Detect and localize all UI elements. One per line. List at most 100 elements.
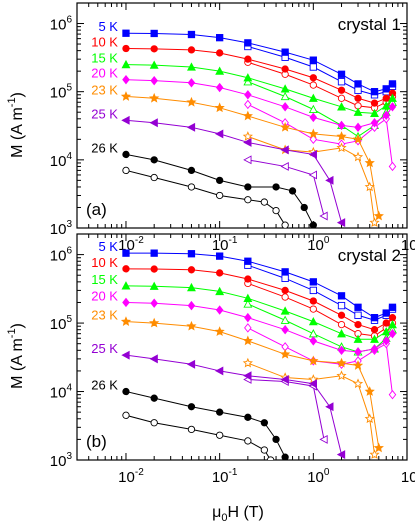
data-point-open xyxy=(308,104,318,114)
data-point-filled xyxy=(242,110,253,121)
data-point-open xyxy=(354,311,362,319)
data-point-filled xyxy=(243,293,253,302)
data-point-filled xyxy=(272,435,280,444)
data-point-filled xyxy=(149,354,158,364)
data-point-open xyxy=(187,425,196,434)
data-point-filled xyxy=(149,317,160,328)
data-point-open xyxy=(308,329,318,338)
data-point-filled xyxy=(337,345,346,356)
data-point-open xyxy=(280,91,290,101)
data-point-filled xyxy=(308,355,319,366)
data-point-open xyxy=(281,293,289,301)
data-point-filled xyxy=(187,62,196,71)
data-point-filled xyxy=(337,102,346,111)
data-point-filled xyxy=(382,336,390,346)
data-point-open xyxy=(319,434,328,444)
series-line-filled xyxy=(125,321,380,449)
data-point-open xyxy=(243,155,252,165)
data-point-open xyxy=(309,286,317,295)
data-point-open xyxy=(309,81,317,89)
series-label: 5 K xyxy=(98,239,118,254)
data-point-filled xyxy=(281,268,289,276)
data-point-filled xyxy=(150,45,158,53)
data-point-open xyxy=(150,419,158,427)
data-point-open xyxy=(280,161,289,171)
series-10k xyxy=(122,265,397,340)
plot-frame xyxy=(76,2,408,229)
data-point-open xyxy=(352,151,364,162)
data-point-open xyxy=(388,389,397,400)
data-point-filled xyxy=(244,90,252,100)
data-point-open xyxy=(309,305,317,313)
data-point-filled xyxy=(215,129,224,139)
series-23k xyxy=(120,316,384,459)
data-point-filled xyxy=(309,74,317,82)
series-label: 23 K xyxy=(91,82,118,97)
data-point-filled xyxy=(382,94,390,102)
series-line-filled xyxy=(125,268,393,331)
data-point-filled xyxy=(336,218,346,228)
series-label: 10 K xyxy=(91,35,118,50)
series-line-filled xyxy=(125,285,393,340)
y-tick-label: 106 xyxy=(50,15,73,34)
panel-label: (b) xyxy=(86,432,107,451)
data-point-open xyxy=(337,301,346,310)
data-point-filled xyxy=(186,122,196,132)
data-point-filled xyxy=(242,335,253,346)
panel-title: crystal 2 xyxy=(338,246,401,265)
series-label: 20 K xyxy=(91,288,118,303)
x-tick-label: 101 xyxy=(401,235,415,254)
data-point-open xyxy=(266,456,275,460)
data-point-filled xyxy=(388,93,397,102)
data-point-filled xyxy=(309,56,317,64)
data-point-filled xyxy=(244,257,252,265)
data-point-filled xyxy=(354,80,362,88)
data-point-filled xyxy=(370,334,379,343)
data-point-filled xyxy=(150,298,158,308)
series-5k xyxy=(122,29,397,99)
series-20k xyxy=(122,297,397,400)
data-point-open xyxy=(244,437,252,445)
data-point-filled xyxy=(216,269,224,277)
data-point-open xyxy=(216,431,224,439)
data-point-filled xyxy=(354,303,362,311)
data-point-filled xyxy=(214,102,225,113)
data-point-filled xyxy=(122,29,130,37)
data-point-filled xyxy=(373,442,384,453)
data-point-open xyxy=(187,183,196,191)
data-point-filled xyxy=(187,282,196,292)
data-point-filled xyxy=(260,419,268,427)
data-point-filled xyxy=(370,99,379,107)
x-tick-label: 10-1 xyxy=(212,235,238,254)
x-tick-label: 100 xyxy=(307,235,330,254)
data-point-open xyxy=(243,77,253,86)
data-point-filled xyxy=(382,110,390,121)
data-point-filled xyxy=(280,375,289,384)
series-label: 25 K xyxy=(91,341,118,356)
data-point-open xyxy=(122,411,130,419)
x-tick-label: 10-2 xyxy=(118,467,144,486)
data-point-filled xyxy=(187,46,196,54)
data-point-filled xyxy=(121,350,130,360)
data-point-filled xyxy=(150,156,158,164)
data-point-filled xyxy=(370,344,379,354)
data-point-filled xyxy=(280,306,290,315)
data-point-filled xyxy=(214,326,225,336)
data-point-filled xyxy=(215,66,225,75)
y-tick-label: 104 xyxy=(50,383,73,402)
data-point-filled xyxy=(244,275,252,283)
data-point-filled xyxy=(186,96,197,107)
data-point-filled xyxy=(281,102,289,112)
data-point-filled xyxy=(122,44,130,53)
data-point-open xyxy=(309,63,317,71)
series-label: 10 K xyxy=(91,255,118,270)
data-point-filled xyxy=(370,118,379,128)
data-point-filled xyxy=(381,326,391,336)
data-point-filled xyxy=(309,297,317,305)
data-point-open xyxy=(364,413,375,424)
series-label: 5 K xyxy=(98,19,118,34)
series-label: 23 K xyxy=(91,308,118,323)
y-tick-label: 103 xyxy=(50,219,73,238)
data-point-filled xyxy=(150,265,158,273)
